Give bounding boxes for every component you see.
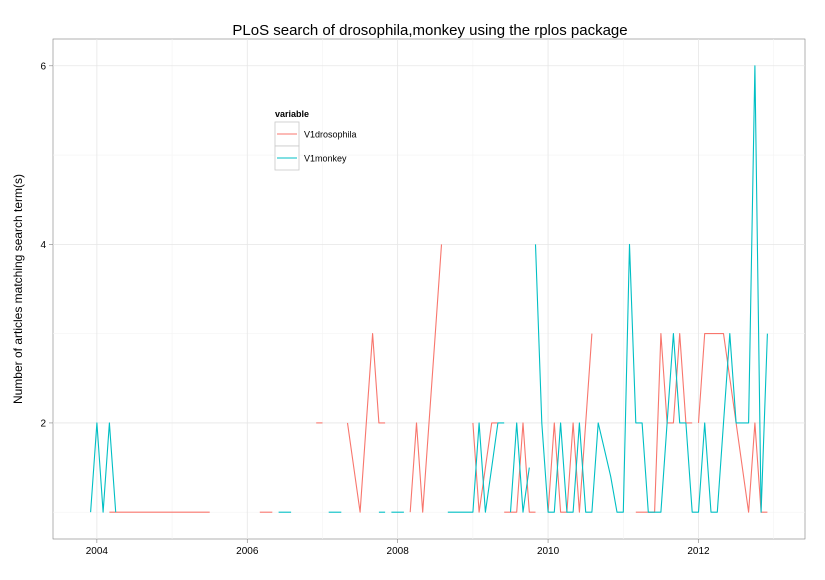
x-tick-label: 2008: [387, 546, 410, 557]
series-lines: [90, 65, 768, 513]
y-tick-label: 2: [40, 418, 46, 429]
x-tick-label: 2012: [687, 546, 710, 557]
y-axis: 2 4 6: [40, 61, 53, 429]
y-tick-label: 6: [40, 61, 46, 72]
series-line-segment: [697, 333, 768, 513]
series-line-segment: [547, 333, 593, 513]
series-V1drosophila: [109, 244, 768, 513]
series-line-segment: [509, 422, 530, 513]
chart-title: PLoS search of drosophila,monkey using t…: [232, 22, 627, 39]
x-tick-label: 2004: [86, 546, 109, 557]
plot-panel: [52, 38, 806, 540]
series-line-segment: [447, 422, 505, 513]
legend: variable V1drosophila V1monkey: [274, 109, 357, 171]
y-axis-title: Number of articles matching search term(…: [11, 174, 25, 404]
x-tick-label: 2006: [236, 546, 259, 557]
x-axis: 2004 2006 2008 2010 2012: [86, 539, 710, 557]
series-line-segment: [90, 422, 117, 513]
y-tick-label: 4: [40, 240, 46, 251]
x-tick-label: 2010: [537, 546, 560, 557]
legend-title: variable: [275, 109, 309, 119]
legend-label: V1drosophila: [304, 130, 357, 140]
legend-label: V1monkey: [304, 154, 347, 164]
series-line-segment: [409, 244, 443, 513]
series-V1monkey: [90, 65, 768, 513]
series-line-segment: [534, 65, 768, 513]
series-line-segment: [635, 333, 693, 513]
series-line-segment: [346, 333, 386, 513]
series-line-segment: [504, 422, 536, 513]
